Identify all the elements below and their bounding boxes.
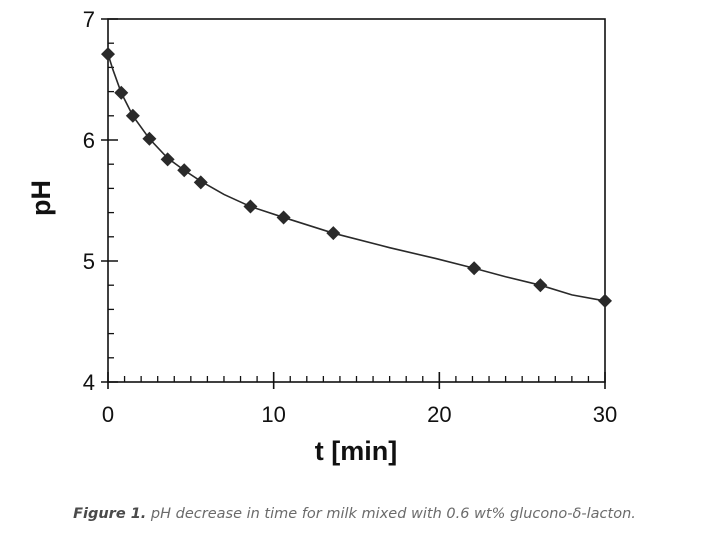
fit-curve [107,53,606,302]
data-point-marker [125,108,140,123]
figure-caption: Figure 1. pH decrease in time for milk m… [0,506,709,522]
data-point-marker [467,261,482,276]
data-point-marker [114,85,129,100]
plot-frame [107,18,606,383]
y-tick-label: 5 [83,249,95,274]
data-point-marker [276,210,291,225]
data-point-marker [533,278,548,293]
data-point-marker [598,293,612,308]
x-tick-label: 30 [593,402,617,427]
data-point-marker [160,152,175,167]
y-tick-labels: 4 5 6 7 [83,7,95,395]
y-tick-label: 6 [83,128,95,153]
data-point-marker [177,163,192,178]
major-ticks [101,18,606,389]
x-minor-ticks [123,376,590,382]
y-tick-label: 7 [83,7,95,32]
caption-lead: Figure 1. [73,506,147,522]
x-tick-label: 10 [261,402,285,427]
data-point-marker [142,131,157,146]
ph-time-chart: 4 5 6 7 0 10 20 30 pH t [min] [26,7,617,466]
data-point-marker [101,47,115,62]
y-minor-ticks [108,42,114,359]
data-point-marker [243,199,258,214]
data-point-marker [326,226,341,241]
x-tick-label: 20 [427,402,451,427]
y-tick-label: 4 [83,370,95,395]
data-markers [101,47,612,308]
x-tick-labels: 0 10 20 30 [102,402,617,427]
x-tick-label: 0 [102,402,114,427]
data-point-marker [193,175,208,190]
caption-text: pH decrease in time for milk mixed with … [146,506,636,522]
x-axis-title: t [min] [315,436,397,466]
y-axis-title: pH [26,180,56,216]
